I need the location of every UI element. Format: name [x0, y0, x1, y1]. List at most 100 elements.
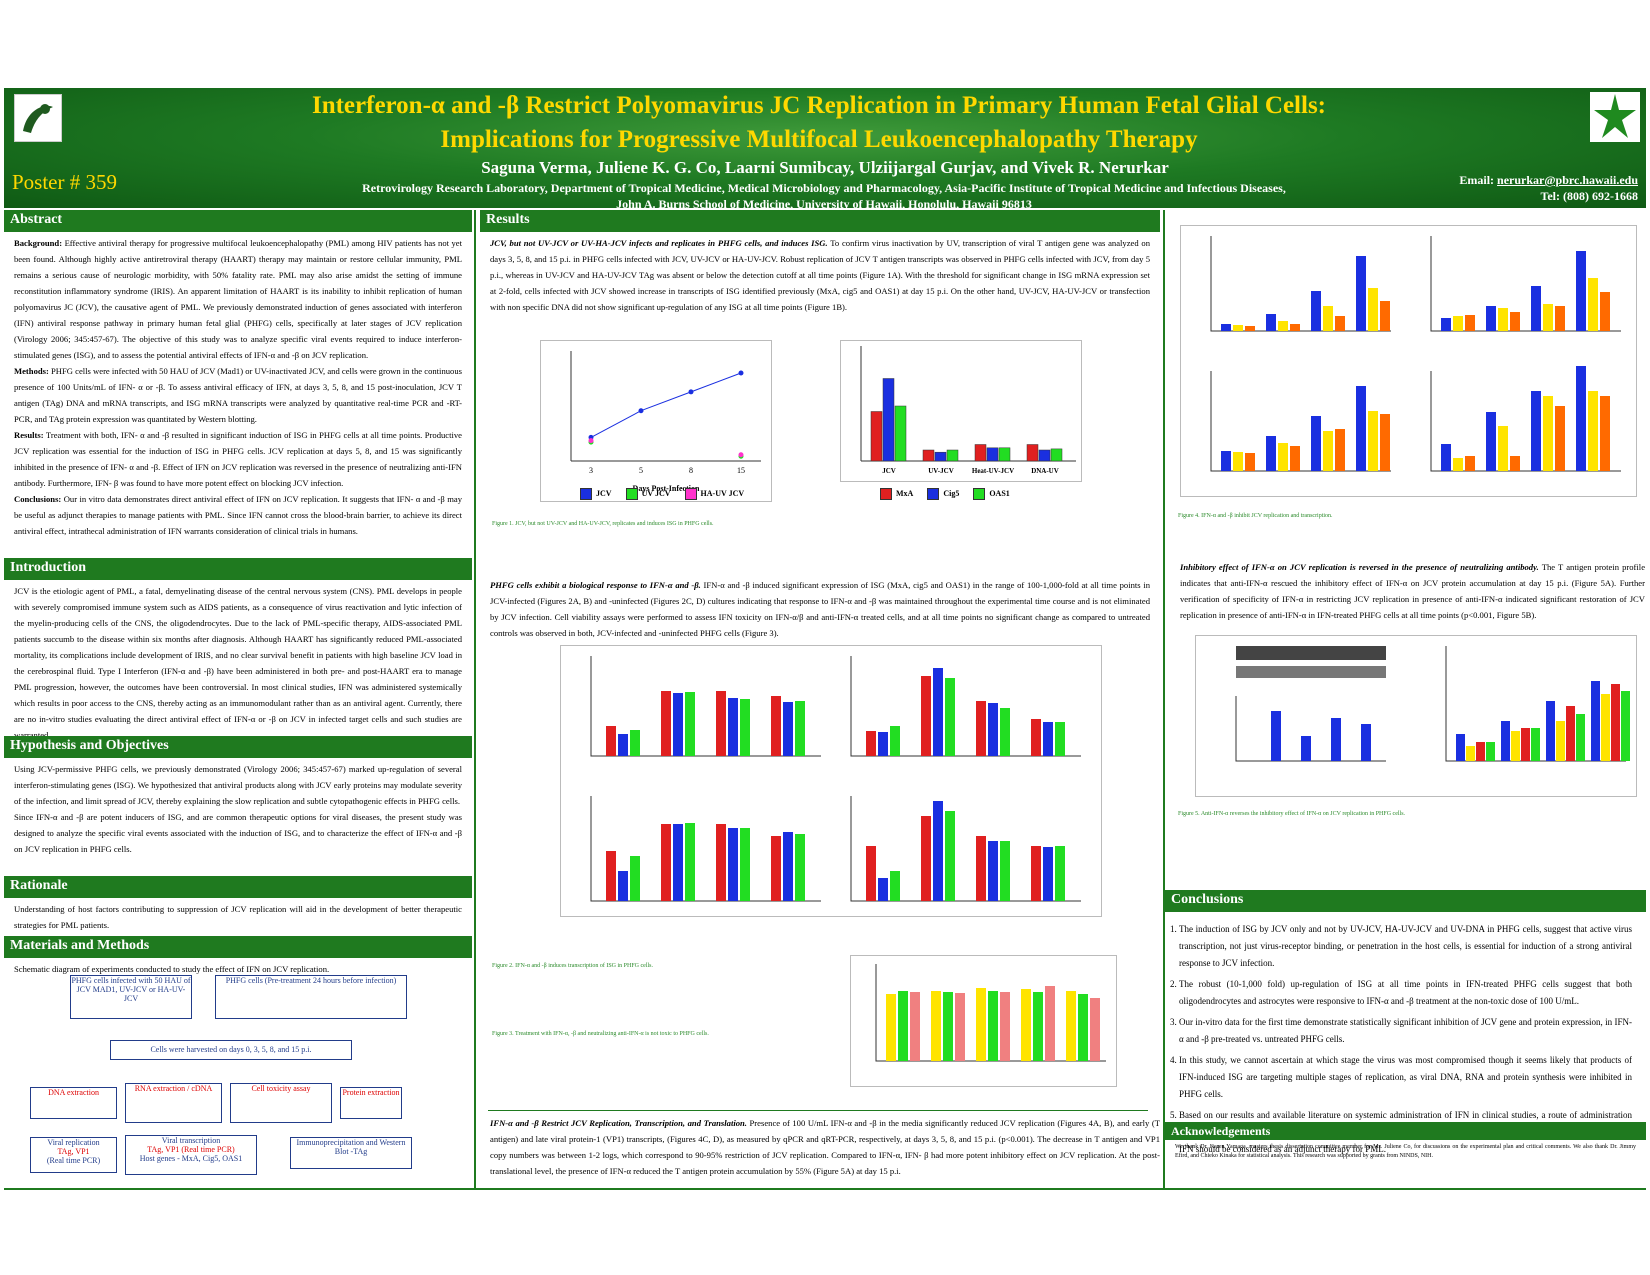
box-protein: Protein extraction	[340, 1087, 402, 1119]
contact-info: Email: nerurkar@pbrc.hawaii.edu Tel: (80…	[1459, 173, 1638, 203]
legend-jcv: JCV	[580, 488, 612, 500]
acknowledgements-text: We thank Dr. Karen Yamaga, masters thesi…	[1175, 1144, 1636, 1159]
figure-1-caption: Figure 1. JCV, but not UV-JCV and HA-UV-…	[492, 521, 714, 527]
fig1a-point	[738, 452, 744, 458]
fig1b-category-label: Heat-UV-JCV	[972, 467, 1014, 475]
results-p2: PHFG cells exhibit a biological response…	[490, 580, 1150, 638]
rationale-text: Understanding of host factors contributi…	[14, 904, 462, 930]
left-column: Abstract Background: Effective antiviral…	[4, 210, 472, 980]
figure-4-bars	[1221, 251, 1610, 471]
abstract-text: Background: Effective antiviral therapy …	[14, 238, 462, 536]
fig1b-category-label: JCV	[882, 467, 896, 475]
fig1b-bar	[922, 449, 935, 462]
hypothesis-text: Using JCV-permissive PHFG cells, we prev…	[14, 764, 462, 854]
affiliation: Retrovirology Research Laboratory, Depar…	[362, 181, 1286, 211]
fig1a-x-tick: 5	[639, 466, 643, 475]
poster-number: Poster # 359	[12, 170, 117, 194]
fig1a-x-tick: 8	[689, 466, 693, 475]
middle-column: Results JCV, but not UV-JCV or UV-HA-JCV…	[480, 210, 1160, 336]
fig1b-category-label: DNA-UV	[1031, 467, 1059, 475]
fig1a-point	[588, 438, 594, 444]
fig1b-category-label: UV-JCV	[928, 467, 954, 475]
section-results-heading: Results	[480, 210, 1160, 232]
section-conclusions-heading: Conclusions	[1165, 890, 1646, 912]
box-cells-infected: PHFG cells infected with 50 HAU of JCV M…	[70, 975, 192, 1019]
section-acknowledgements-heading: Acknowledgements	[1165, 1122, 1646, 1140]
figure-1b-chart: JCV UV-JCV Heat-UV-JCV DNA-UV	[840, 340, 1082, 482]
figure-1a-legend: JCV UV JCV HA-UV JCV	[580, 488, 744, 500]
figure-5-caption: Figure 5. Anti-IFN-α reverses the inhibi…	[1178, 811, 1406, 817]
section-methods-heading: Materials and Methods	[4, 936, 472, 958]
column-divider-1	[474, 210, 476, 1188]
conclusions-section: Conclusions The induction of ISG by JCV …	[1165, 890, 1646, 1167]
fig1b-bar	[946, 449, 959, 462]
methods-schematic: PHFG cells infected with 50 HAU of JCV M…	[20, 975, 460, 1175]
fig1b-bar	[1050, 448, 1063, 462]
figure-2-panels	[560, 645, 1102, 917]
fig1b-bar	[986, 447, 999, 462]
figure-1a-chart: 3 5 8 15 Days Post-Infection	[540, 340, 772, 502]
section-hypothesis-heading: Hypothesis and Objectives	[4, 736, 472, 758]
poster-title-line2: Implications for Progressive Multifocal …	[440, 126, 1198, 153]
acknowledgements-section: Acknowledgements We thank Dr. Karen Yama…	[1165, 1122, 1646, 1164]
fig1b-bar	[1026, 444, 1039, 462]
fig1a-series-line	[590, 372, 742, 438]
box-immunoprecipitation: Immunoprecipitation and Western Blot -TA…	[290, 1137, 412, 1169]
figure-3-bars	[886, 986, 1100, 1061]
figure-3-caption: Figure 3. Treatment with IFN-α, -β and n…	[492, 1031, 709, 1037]
conclusion-item: The robust (10-1,000 fold) up-regulation…	[1179, 976, 1632, 1010]
legend-cig5: Cig5	[927, 488, 959, 500]
fig1a-x-tick: 15	[737, 466, 745, 475]
western-blot	[1236, 646, 1386, 660]
box-toxicity: Cell toxicity assay	[230, 1083, 332, 1123]
figure-2-caption: Figure 2. IFN-α and -β induces transcrip…	[492, 963, 654, 969]
poster-header: Interferon-α and -β Restrict Polyomaviru…	[4, 88, 1646, 211]
figure-3-chart	[850, 955, 1117, 1087]
conclusion-item: In this study, we cannot ascertain at wh…	[1179, 1052, 1632, 1103]
results-p4: Inhibitory effect of IFN-α on JCV replic…	[1180, 562, 1646, 620]
box-harvest: Cells were harvested on days 0, 3, 5, 8,…	[110, 1040, 352, 1060]
jabsom-logo-icon	[14, 94, 62, 142]
fig1b-bar	[894, 405, 907, 462]
box-dna: DNA extraction	[30, 1087, 117, 1119]
fig1a-xlabel: Days Post-Infection	[633, 484, 700, 493]
figure-1b-legend: MxA Cig5 OAS1	[880, 488, 1010, 500]
box-pretreatment: PHFG cells (Pre-treatment 24 hours befor…	[215, 975, 407, 1019]
results-separator	[488, 1110, 1148, 1111]
telephone: Tel: (808) 692-1668	[1540, 189, 1638, 203]
email-link[interactable]: nerurkar@pbrc.hawaii.edu	[1497, 173, 1638, 187]
fig1a-x-tick: 3	[589, 466, 593, 475]
results-p3: IFN-α and -β Restrict JCV Replication, T…	[490, 1118, 1160, 1176]
box-rna: RNA extraction / cDNA	[125, 1083, 222, 1123]
figure-4-panels	[1180, 225, 1637, 497]
methods-intro: Schematic diagram of experiments conduct…	[14, 964, 330, 974]
institute-logo-icon	[1590, 92, 1640, 142]
fig1b-bar	[998, 447, 1011, 462]
figure-5-panels	[1195, 635, 1637, 797]
introduction-text: JCV is the etiologic agent of PML, a fat…	[14, 586, 462, 736]
conclusions-list: The induction of ISG by JCV only and not…	[1165, 921, 1646, 1158]
fig1b-bar	[1038, 449, 1051, 462]
legend-uv-jcv: UV JCV	[625, 488, 671, 500]
authors: Saguna Verma, Juliene K. G. Co, Laarni S…	[481, 158, 1169, 177]
figure-2-bars	[606, 668, 1065, 901]
box-viral-replication: Viral replication TAg, VP1 (Real time PC…	[30, 1137, 117, 1173]
poster-bottom-border	[4, 1188, 1646, 1190]
fig1b-bar	[934, 451, 947, 462]
column-divider-2	[1163, 210, 1165, 1188]
figure-4-caption: Figure 4. IFN-α and -β inhibit JCV repli…	[1178, 513, 1333, 519]
fig1b-bar	[974, 444, 987, 462]
results-p1: JCV, but not UV-JCV or UV-HA-JCV infects…	[490, 238, 1150, 312]
fig1b-bar	[882, 378, 895, 462]
legend-mxa: MxA	[880, 488, 913, 500]
legend-ha-uv-jcv: HA-UV JCV	[684, 488, 744, 500]
conclusion-item: Our in-vitro data for the first time dem…	[1179, 1014, 1632, 1048]
legend-oas1: OAS1	[973, 488, 1010, 500]
conclusion-item: The induction of ISG by JCV only and not…	[1179, 921, 1632, 972]
section-rationale-heading: Rationale	[4, 876, 472, 898]
poster-title-line1: Interferon-α and -β Restrict Polyomaviru…	[311, 92, 1327, 119]
box-viral-transcription: Viral transcription TAg, VP1 (Real time …	[125, 1135, 257, 1175]
fig1b-bar	[870, 411, 883, 462]
section-introduction-heading: Introduction	[4, 558, 472, 580]
section-abstract-heading: Abstract	[4, 210, 472, 232]
